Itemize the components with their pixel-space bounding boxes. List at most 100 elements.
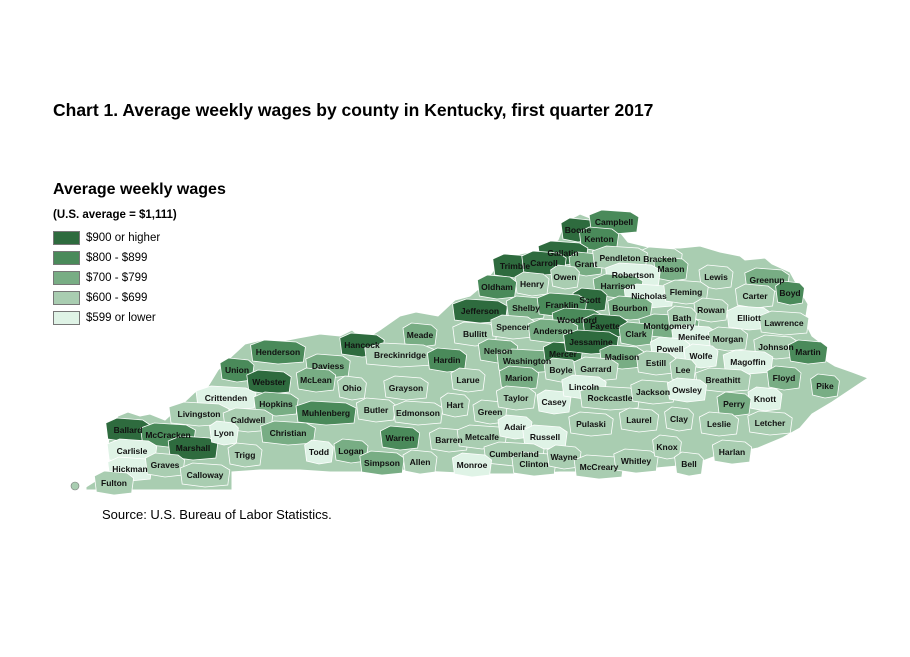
county-label-whitley: Whitley bbox=[621, 456, 651, 466]
county-label-carter: Carter bbox=[742, 291, 768, 301]
county-label-perry: Perry bbox=[723, 399, 745, 409]
county-label-harrison: Harrison bbox=[601, 281, 636, 291]
county-label-mccreary: McCreary bbox=[580, 462, 619, 472]
county-label-hart: Hart bbox=[446, 400, 463, 410]
county-warren bbox=[379, 425, 421, 451]
county-henry bbox=[514, 271, 550, 297]
county-label-greenup: Greenup bbox=[750, 275, 785, 285]
county-label-lincoln: Lincoln bbox=[569, 382, 599, 392]
fulton-exclave bbox=[70, 481, 80, 491]
county-label-jackson: Jackson bbox=[636, 387, 670, 397]
legend-swatch bbox=[53, 311, 80, 325]
county-martin bbox=[787, 339, 829, 365]
county-label-webster: Webster bbox=[252, 377, 286, 387]
county-simpson bbox=[359, 450, 405, 476]
county-label-pendleton: Pendleton bbox=[599, 253, 640, 263]
county-label-boyd: Boyd bbox=[779, 288, 800, 298]
county-edmonson bbox=[392, 400, 444, 426]
legend-title: Average weekly wages bbox=[53, 181, 226, 198]
legend-subtitle: (U.S. average = $1,111) bbox=[53, 209, 177, 221]
county-metcalfe bbox=[456, 424, 508, 450]
county-label-fayette: Fayette bbox=[590, 321, 620, 331]
county-label-laurel: Laurel bbox=[626, 415, 652, 425]
county-label-grant: Grant bbox=[575, 259, 598, 269]
county-label-adair: Adair bbox=[504, 422, 526, 432]
county-label-marion: Marion bbox=[505, 373, 533, 383]
county-label-letcher: Letcher bbox=[755, 418, 786, 428]
county-bath bbox=[667, 305, 697, 331]
county-calloway bbox=[179, 462, 231, 488]
county-boyd bbox=[775, 280, 805, 306]
county-label-allen: Allen bbox=[410, 457, 431, 467]
county-label-scott: Scott bbox=[579, 295, 600, 305]
county-label-campbell: Campbell bbox=[595, 217, 633, 227]
county-label-gallatin: Gallatin bbox=[547, 248, 578, 258]
county-label-crittenden: Crittenden bbox=[205, 393, 248, 403]
county-label-barren: Barren bbox=[435, 435, 462, 445]
county-label-metcalfe: Metcalfe bbox=[465, 432, 499, 442]
county-label-owsley: Owsley bbox=[672, 385, 702, 395]
county-knott bbox=[747, 386, 783, 412]
legend-label: $599 or lower bbox=[86, 312, 156, 324]
county-label-hickman: Hickman bbox=[112, 464, 147, 474]
county-label-carlisle: Carlisle bbox=[117, 446, 148, 456]
county-owsley bbox=[666, 377, 708, 403]
county-lawrence bbox=[758, 310, 810, 336]
county-label-edmonson: Edmonson bbox=[396, 408, 440, 418]
source-note: Source: U.S. Bureau of Labor Statistics. bbox=[102, 507, 332, 522]
county-jefferson bbox=[452, 298, 508, 324]
county-label-henry: Henry bbox=[520, 279, 544, 289]
county-label-johnson: Johnson bbox=[758, 342, 793, 352]
county-label-rowan: Rowan bbox=[697, 305, 725, 315]
county-label-trigg: Trigg bbox=[235, 450, 256, 460]
legend-item-600-699: $600 - $699 bbox=[53, 290, 147, 306]
county-label-nicholas: Nicholas bbox=[631, 291, 667, 301]
county-label-wolfe: Wolfe bbox=[690, 351, 713, 361]
county-label-leslie: Leslie bbox=[707, 419, 731, 429]
county-casey bbox=[536, 389, 572, 415]
county-label-garrard: Garrard bbox=[580, 364, 611, 374]
county-label-green: Green bbox=[478, 407, 503, 417]
county-label-fleming: Fleming bbox=[670, 287, 703, 297]
legend-item-900-plus: $900 or higher bbox=[53, 230, 160, 246]
county-trigg bbox=[227, 442, 263, 468]
county-label-lee: Lee bbox=[676, 365, 691, 375]
county-label-warren: Warren bbox=[386, 433, 415, 443]
county-label-bell: Bell bbox=[681, 459, 697, 469]
county-label-boone: Boone bbox=[565, 225, 592, 235]
county-bell bbox=[674, 451, 704, 477]
county-label-daviess: Daviess bbox=[312, 361, 344, 371]
county-label-taylor: Taylor bbox=[504, 393, 530, 403]
county-allen bbox=[402, 449, 438, 475]
county-label-clark: Clark bbox=[625, 329, 647, 339]
county-label-breathitt: Breathitt bbox=[706, 375, 741, 385]
county-label-bath: Bath bbox=[673, 313, 692, 323]
county-clark bbox=[618, 321, 654, 347]
county-label-casey: Casey bbox=[541, 397, 566, 407]
county-label-todd: Todd bbox=[309, 447, 329, 457]
legend-item-700-799: $700 - $799 bbox=[53, 270, 147, 286]
legend-label: $800 - $899 bbox=[86, 252, 148, 264]
county-label-carroll: Carroll bbox=[530, 258, 557, 268]
county-label-shelby: Shelby bbox=[512, 303, 540, 313]
county-label-butler: Butler bbox=[364, 405, 389, 415]
county-todd bbox=[304, 439, 334, 465]
legend-label: $700 - $799 bbox=[86, 272, 148, 284]
county-harlan bbox=[711, 439, 753, 465]
county-label-ballard: Ballard bbox=[114, 425, 143, 435]
county-label-mercer: Mercer bbox=[549, 349, 578, 359]
county-henderson bbox=[250, 339, 306, 365]
county-pike bbox=[810, 373, 840, 399]
county-hardin bbox=[426, 347, 468, 373]
county-grayson bbox=[383, 375, 429, 401]
county-label-wayne: Wayne bbox=[550, 452, 577, 462]
county-fulton bbox=[93, 470, 135, 496]
county-label-elliott: Elliott bbox=[737, 313, 761, 323]
legend-label: $600 - $699 bbox=[86, 292, 148, 304]
county-label-ohio: Ohio bbox=[342, 383, 361, 393]
county-label-lewis: Lewis bbox=[704, 272, 728, 282]
county-fleming bbox=[663, 279, 709, 305]
county-taylor bbox=[495, 385, 537, 411]
county-label-martin: Martin bbox=[795, 347, 821, 357]
